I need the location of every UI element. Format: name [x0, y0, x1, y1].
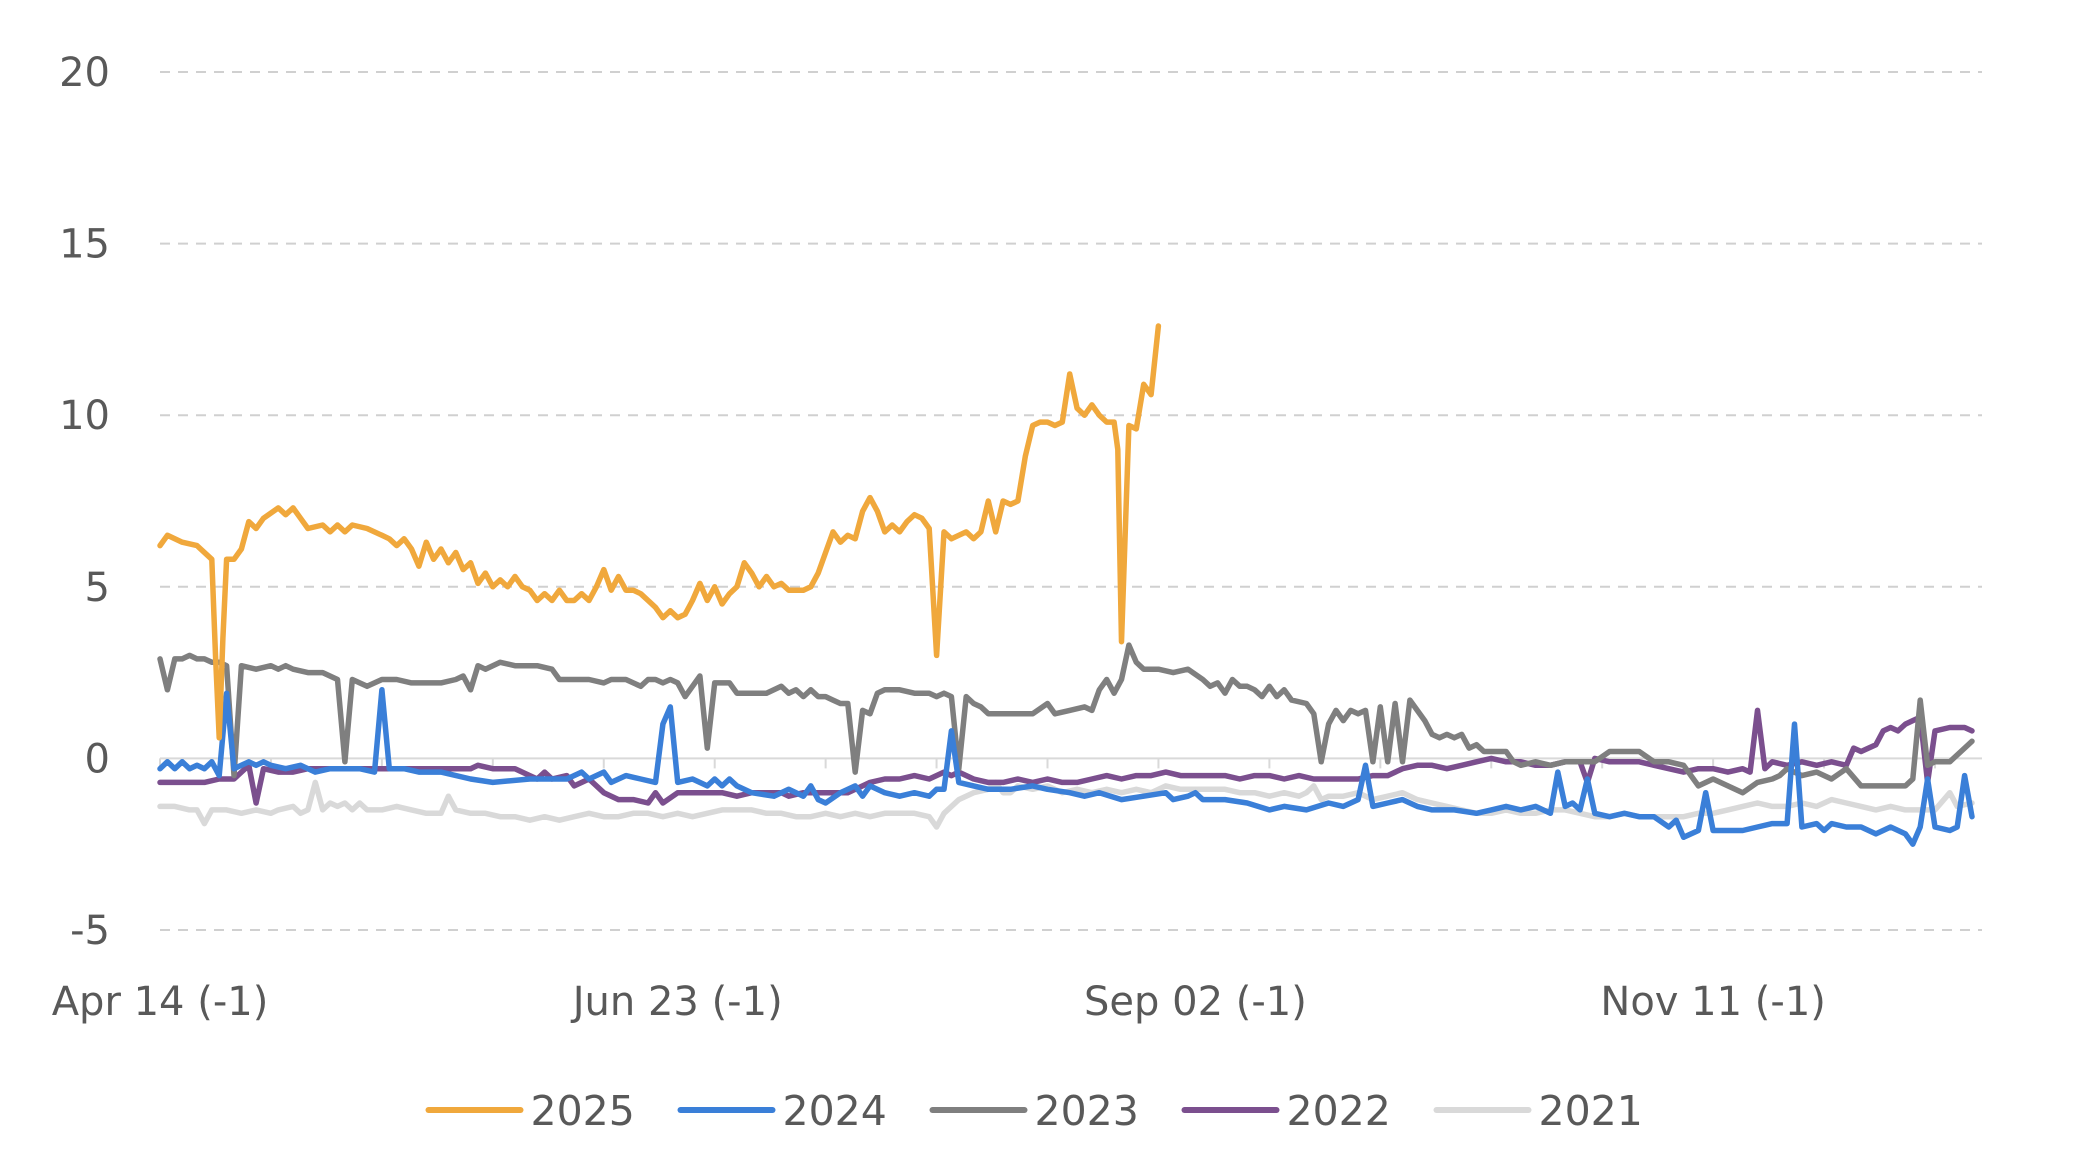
legend-label: 2022 — [1287, 1087, 1391, 1135]
y-tick-label: -5 — [70, 908, 110, 954]
x-tick-label: Apr 14 (-1) — [52, 979, 269, 1025]
legend-label: 2023 — [1035, 1087, 1139, 1135]
y-tick-label: 0 — [85, 736, 110, 782]
grid-lines — [160, 71, 1982, 931]
y-tick-label: 10 — [59, 393, 110, 439]
x-tick-label: Sep 02 (-1) — [1084, 979, 1307, 1025]
y-tick-label: 20 — [59, 50, 110, 96]
series-line-2022 — [157, 707, 1975, 806]
legend-item-2021: 2021 — [1433, 1087, 1643, 1135]
legend-label: 2025 — [531, 1087, 635, 1135]
x-tick-label: Jun 23 (-1) — [570, 979, 783, 1025]
legend-label: 2021 — [1539, 1087, 1643, 1135]
y-axis-tick-labels: 20 15 10 5 0 -5 — [59, 50, 110, 954]
series-line-2024 — [157, 687, 1975, 847]
legend-item-2023: 2023 — [929, 1087, 1139, 1135]
y-tick-label: 15 — [59, 222, 110, 268]
series-line-2023 — [157, 642, 1975, 796]
legend: 2025 2024 2023 2022 2021 — [425, 1087, 1643, 1135]
legend-item-2024: 2024 — [677, 1087, 887, 1135]
legend-label: 2024 — [783, 1087, 887, 1135]
y-tick-label: 5 — [85, 565, 110, 611]
legend-item-2022: 2022 — [1181, 1087, 1391, 1135]
series-line-2025 — [157, 323, 1162, 741]
x-tick-label: Nov 11 (-1) — [1600, 979, 1826, 1025]
series-lines — [157, 323, 1975, 847]
legend-item-2025: 2025 — [425, 1087, 635, 1135]
x-axis: Apr 14 (-1) Jun 23 (-1) Sep 02 (-1) Nov 11 … — [52, 758, 1937, 1025]
